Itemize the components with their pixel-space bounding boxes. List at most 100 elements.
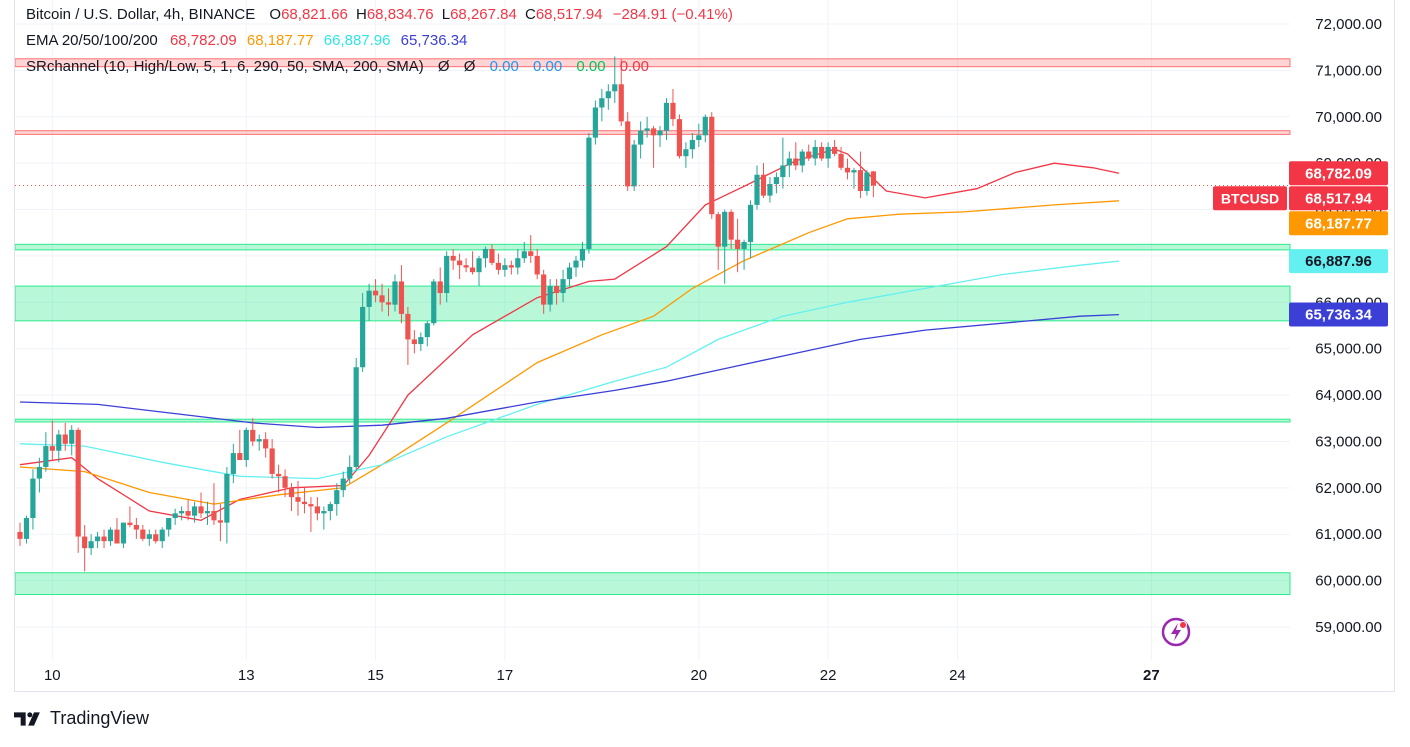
candle-body — [864, 172, 870, 191]
candle-body — [237, 453, 243, 461]
candle-body — [444, 255, 450, 294]
candle-body — [159, 529, 165, 542]
candle-body — [398, 281, 405, 314]
candle-body — [592, 107, 598, 138]
candle-body — [844, 167, 851, 173]
symbol-title[interactable]: Bitcoin / U.S. Dollar, 4h, BINANCE — [26, 6, 256, 23]
candle-body — [17, 531, 23, 539]
candle-body — [256, 439, 262, 442]
candle-body — [107, 529, 114, 542]
candle-body — [243, 429, 249, 461]
low-value: 68,267.84 — [450, 6, 517, 23]
x-tick-label: 27 — [1143, 667, 1160, 684]
candle-body — [618, 84, 624, 122]
candle-body — [754, 174, 760, 205]
y-tick-label: 59,000.00 — [1315, 619, 1382, 636]
candle-body — [553, 286, 560, 294]
candle-body — [276, 473, 282, 477]
candle-body — [793, 158, 799, 166]
srchannel-symbol-2: Ø — [463, 58, 476, 75]
candle-body — [650, 128, 657, 136]
srchannel-value-1: 0.00 — [489, 58, 519, 75]
candle-body — [469, 267, 476, 273]
srchannel-label[interactable]: SRchannel (10, High/Low, 5, 1, 6, 290, 5… — [26, 58, 424, 75]
support-zone — [14, 243, 1291, 251]
candle-body — [806, 151, 812, 159]
candle-body — [282, 476, 288, 488]
candle-body — [741, 242, 747, 249]
candle-body — [146, 534, 152, 539]
candle-body — [515, 258, 521, 268]
candle-body — [411, 339, 417, 345]
candle-body — [334, 490, 340, 505]
candle-body — [644, 128, 650, 131]
candle-body — [579, 248, 586, 261]
candle-body — [327, 504, 333, 512]
candle-body — [424, 323, 430, 338]
candle-body — [735, 239, 741, 249]
candle-body — [696, 135, 702, 140]
candle-body — [715, 214, 721, 247]
high-value: 68,834.76 — [366, 6, 434, 23]
candle-body — [366, 290, 372, 307]
candle-body — [683, 149, 689, 157]
lightning-icon[interactable] — [1159, 615, 1193, 649]
candle-body — [418, 337, 424, 345]
ohlc-legend: Bitcoin / U.S. Dollar, 4h, BINANCE O 68,8… — [26, 6, 733, 23]
candle-body — [437, 281, 443, 294]
candle-body — [36, 466, 42, 479]
y-tick-label: 71,000.00 — [1315, 62, 1382, 79]
candle-body — [612, 84, 618, 92]
ema200-value: 65,736.34 — [400, 32, 468, 49]
srchannel-legend: SRchannel (10, High/Low, 5, 1, 6, 290, 5… — [26, 58, 649, 75]
candle-body — [541, 274, 547, 305]
candle-body — [379, 295, 385, 303]
candle-body — [450, 255, 456, 261]
candle-body — [508, 265, 514, 268]
candle-body — [780, 165, 786, 178]
candle-body — [825, 146, 831, 159]
candle-body — [30, 478, 36, 518]
candle-body — [857, 170, 864, 191]
x-tick-label: 17 — [497, 667, 514, 684]
candle-body — [69, 429, 75, 444]
candle-body — [321, 511, 327, 514]
candle-body — [269, 448, 275, 474]
candle-body — [851, 170, 857, 173]
candle-body — [799, 151, 805, 166]
ema-label[interactable]: EMA 20/50/100/200 — [26, 32, 158, 49]
candle-body — [49, 446, 55, 451]
candle-body — [819, 146, 825, 159]
candle-body — [353, 367, 359, 467]
ema-legend: EMA 20/50/100/200 68,782.09 68,187.77 66… — [26, 32, 467, 49]
open-label: O — [269, 6, 282, 23]
candle-body — [217, 520, 224, 523]
candle-body — [747, 204, 754, 243]
price-label-box — [1289, 211, 1388, 236]
candle-body — [288, 487, 295, 498]
candle-body — [573, 260, 579, 268]
candle-body — [521, 251, 527, 259]
candle-body — [120, 522, 127, 544]
candle-body — [405, 313, 411, 340]
price-label: 65,736.34 — [1305, 307, 1372, 324]
candle-body — [372, 290, 379, 296]
brand-name: TradingView — [50, 708, 150, 728]
candle-body — [812, 146, 818, 159]
tradingview-brand[interactable]: TradingView — [14, 708, 149, 729]
x-tick-label: 13 — [238, 667, 255, 684]
candle-body — [43, 446, 49, 467]
candle-body — [489, 248, 495, 263]
candle-body — [198, 506, 204, 514]
price-label: 66,887.96 — [1305, 253, 1372, 270]
candle-body — [224, 473, 230, 523]
candle-body — [101, 536, 107, 542]
candle-body — [114, 529, 120, 544]
candle-body — [482, 248, 489, 259]
candle-body — [127, 522, 133, 525]
candle-body — [23, 517, 30, 539]
candle-body — [140, 529, 146, 539]
support-zone — [14, 418, 1291, 423]
candle-body — [676, 119, 683, 157]
